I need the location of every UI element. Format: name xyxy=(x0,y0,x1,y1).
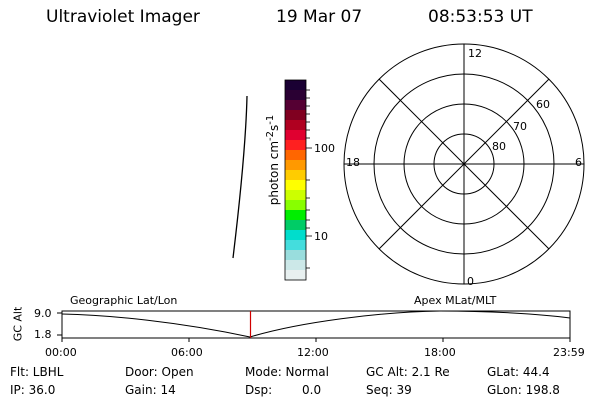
gc-alt-axis-title: GC Alt xyxy=(11,306,25,342)
altitude-x-ticks xyxy=(57,312,571,342)
x-label-1800: 18:00 xyxy=(424,346,456,359)
info-gc-alt: GC Alt: 2.1 Re xyxy=(366,365,450,379)
geographic-label: Geographic Lat/Lon xyxy=(70,294,178,307)
info-mode: Mode: Normal xyxy=(245,365,329,379)
info-glon: GLon: 198.8 xyxy=(487,383,560,397)
color-bar-swatch xyxy=(285,100,306,111)
instrument-title: Ultraviolet Imager xyxy=(46,7,200,27)
color-bar-swatch xyxy=(285,240,306,251)
color-bar-unit-label: photon cm-2s-1 xyxy=(265,114,281,206)
y-label-min: 1.8 xyxy=(34,328,52,341)
info-seq: Seq: 39 xyxy=(366,383,412,397)
lat-label-80: 80 xyxy=(492,140,506,153)
info-dsp-value: 0.0 xyxy=(302,383,322,397)
info-gain: Gain: 14 xyxy=(125,383,176,397)
color-bar-swatch xyxy=(285,120,306,131)
polar-diagonal-2 xyxy=(378,78,550,250)
date-label: 19 Mar 07 xyxy=(276,7,363,27)
color-bar-swatch xyxy=(285,250,306,261)
y-label-max: 9.0 xyxy=(34,307,52,320)
color-bar-swatch xyxy=(285,180,306,191)
color-bar-tick-10: 10 xyxy=(314,230,328,243)
color-bar-swatch xyxy=(285,190,306,201)
altitude-plot-frame xyxy=(61,310,571,339)
polar-grid xyxy=(343,43,585,285)
x-label-1200: 12:00 xyxy=(297,346,329,359)
color-bar-tick-100: 100 xyxy=(314,142,335,155)
color-bar-swatch xyxy=(285,260,306,271)
color-bar-swatch xyxy=(285,140,306,151)
apex-label: Apex MLat/MLT xyxy=(414,294,497,307)
x-label-0000: 00:00 xyxy=(45,346,77,359)
lat-label-70: 70 xyxy=(513,120,527,133)
time-label: 08:53:53 UT xyxy=(428,7,533,27)
info-glat: GLat: 44.4 xyxy=(487,365,550,379)
color-bar-swatch xyxy=(285,210,306,221)
color-bar-swatch xyxy=(285,130,306,141)
color-bar-swatch xyxy=(285,200,306,211)
mlt-label-0: 0 xyxy=(467,275,474,288)
color-bar-swatch xyxy=(285,270,306,281)
mlt-label-18: 18 xyxy=(346,156,360,169)
lat-label-60: 60 xyxy=(536,98,550,111)
color-bar-swatch xyxy=(285,220,306,231)
mlt-label-6: 6 xyxy=(575,156,582,169)
info-door: Door: Open xyxy=(125,365,194,379)
color-bar xyxy=(285,80,306,281)
x-label-0600: 06:00 xyxy=(171,346,203,359)
color-bar-swatch xyxy=(285,160,306,171)
limb-trace xyxy=(232,95,248,259)
altitude-curve xyxy=(61,310,571,338)
color-bar-swatch xyxy=(285,90,306,101)
color-bar-swatch xyxy=(285,110,306,121)
info-dsp-label: Dsp: xyxy=(245,383,273,397)
mlt-label-12: 12 xyxy=(468,47,482,60)
color-bar-swatch xyxy=(285,230,306,241)
color-bar-swatch xyxy=(285,80,306,91)
info-ip: IP: 36.0 xyxy=(10,383,56,397)
info-flt: Flt: LBHL xyxy=(10,365,64,379)
color-bar-swatch xyxy=(285,170,306,181)
color-bar-swatch xyxy=(285,150,306,161)
color-bar-ticks xyxy=(306,89,312,269)
x-label-2359: 23:59 xyxy=(553,346,585,359)
